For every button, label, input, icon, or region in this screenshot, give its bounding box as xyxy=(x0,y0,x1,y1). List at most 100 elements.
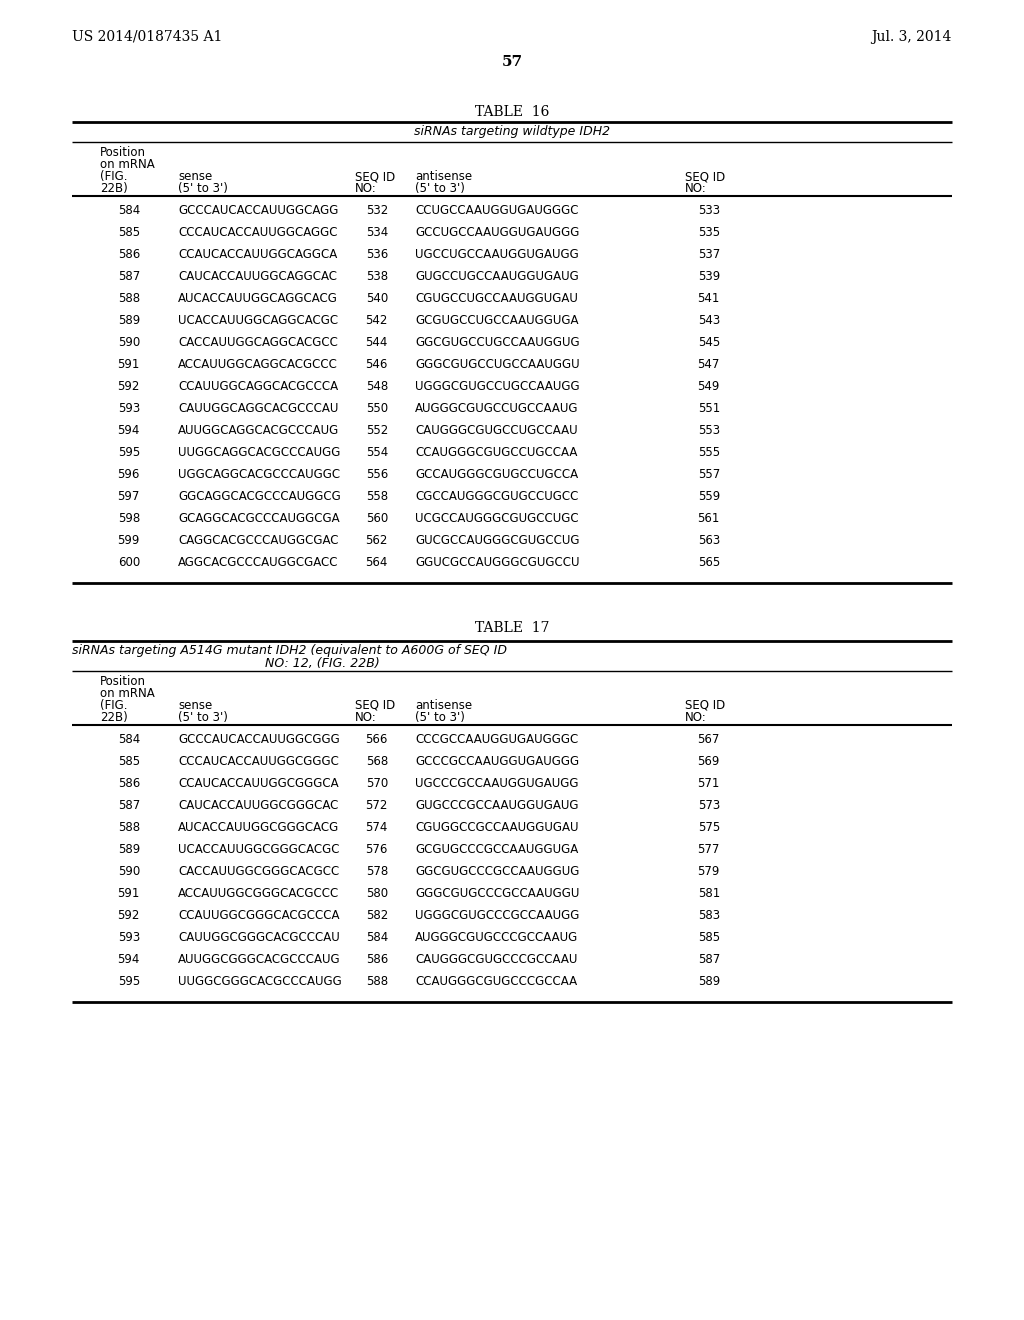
Text: AUGGGCGUGCCUGCCAAUG: AUGGGCGUGCCUGCCAAUG xyxy=(415,403,579,414)
Text: GUGCCUGCCAAUGGUGAUG: GUGCCUGCCAAUGGUGAUG xyxy=(415,271,579,282)
Text: CCCAUCACCAUUGGCAGGC: CCCAUCACCAUUGGCAGGC xyxy=(178,226,338,239)
Text: CCCAUCACCAUUGGCGGGC: CCCAUCACCAUUGGCGGGC xyxy=(178,755,339,768)
Text: CAGGCACGCCCAUGGCGAC: CAGGCACGCCCAUGGCGAC xyxy=(178,535,339,546)
Text: 570: 570 xyxy=(366,777,388,789)
Text: CGUGGCCGCCAAUGGUGAU: CGUGGCCGCCAAUGGUGAU xyxy=(415,821,579,834)
Text: 584: 584 xyxy=(366,931,388,944)
Text: siRNAs targeting wildtype IDH2: siRNAs targeting wildtype IDH2 xyxy=(414,125,610,139)
Text: 534: 534 xyxy=(366,226,388,239)
Text: 581: 581 xyxy=(697,887,720,900)
Text: US 2014/0187435 A1: US 2014/0187435 A1 xyxy=(72,30,222,44)
Text: 593: 593 xyxy=(118,931,140,944)
Text: sense: sense xyxy=(178,700,212,711)
Text: CGCCAUGGGCGUGCCUGCC: CGCCAUGGGCGUGCCUGCC xyxy=(415,490,579,503)
Text: UGCCUGCCAAUGGUGAUGG: UGCCUGCCAAUGGUGAUGG xyxy=(415,248,579,261)
Text: CAUGGGCGUGCCUGCCAAU: CAUGGGCGUGCCUGCCAAU xyxy=(415,424,578,437)
Text: GCCUGCCAAUGGUGAUGGG: GCCUGCCAAUGGUGAUGGG xyxy=(415,226,580,239)
Text: 588: 588 xyxy=(366,975,388,987)
Text: AUUGGCAGGCACGCCCAUG: AUUGGCAGGCACGCCCAUG xyxy=(178,424,339,437)
Text: antisense: antisense xyxy=(415,170,472,183)
Text: 589: 589 xyxy=(697,975,720,987)
Text: NO:: NO: xyxy=(355,711,377,723)
Text: 594: 594 xyxy=(118,424,140,437)
Text: 576: 576 xyxy=(366,843,388,855)
Text: CCCGCCAAUGGUGAUGGGC: CCCGCCAAUGGUGAUGGGC xyxy=(415,733,579,746)
Text: 577: 577 xyxy=(697,843,720,855)
Text: UCGCCAUGGGCGUGCCUGC: UCGCCAUGGGCGUGCCUGC xyxy=(415,512,579,525)
Text: 583: 583 xyxy=(698,909,720,921)
Text: 569: 569 xyxy=(697,755,720,768)
Text: (5' to 3'): (5' to 3') xyxy=(178,711,228,723)
Text: 562: 562 xyxy=(366,535,388,546)
Text: GCCCAUCACCAUUGGCGGG: GCCCAUCACCAUUGGCGGG xyxy=(178,733,340,746)
Text: UGGGCGUGCCCGCCAAUGG: UGGGCGUGCCCGCCAAUGG xyxy=(415,909,580,921)
Text: SEQ ID: SEQ ID xyxy=(685,700,725,711)
Text: CCAUGGGCGUGCCUGCCAA: CCAUGGGCGUGCCUGCCAA xyxy=(415,446,578,459)
Text: 585: 585 xyxy=(698,931,720,944)
Text: ACCAUUGGCGGGCACGCCC: ACCAUUGGCGGGCACGCCC xyxy=(178,887,339,900)
Text: CCAUUGGCGGGCACGCCCA: CCAUUGGCGGGCACGCCCA xyxy=(178,909,340,921)
Text: AUCACCAUUGGCAGGCACG: AUCACCAUUGGCAGGCACG xyxy=(178,292,338,305)
Text: 557: 557 xyxy=(697,469,720,480)
Text: 573: 573 xyxy=(697,799,720,812)
Text: 599: 599 xyxy=(118,535,140,546)
Text: 588: 588 xyxy=(118,821,140,834)
Text: 540: 540 xyxy=(366,292,388,305)
Text: Position: Position xyxy=(100,147,146,158)
Text: GCAGGCACGCCCAUGGCGA: GCAGGCACGCCCAUGGCGA xyxy=(178,512,340,525)
Text: on mRNA: on mRNA xyxy=(100,686,155,700)
Text: UCACCAUUGGCGGGCACGC: UCACCAUUGGCGGGCACGC xyxy=(178,843,340,855)
Text: 595: 595 xyxy=(118,446,140,459)
Text: 537: 537 xyxy=(697,248,720,261)
Text: GGGCGUGCCCGCCAAUGGU: GGGCGUGCCCGCCAAUGGU xyxy=(415,887,580,900)
Text: 554: 554 xyxy=(366,446,388,459)
Text: CCUGCCAAUGGUGAUGGGC: CCUGCCAAUGGUGAUGGGC xyxy=(415,205,579,216)
Text: 567: 567 xyxy=(697,733,720,746)
Text: 591: 591 xyxy=(118,358,140,371)
Text: UGGCAGGCACGCCCAUGGC: UGGCAGGCACGCCCAUGGC xyxy=(178,469,340,480)
Text: 568: 568 xyxy=(366,755,388,768)
Text: 558: 558 xyxy=(366,490,388,503)
Text: 572: 572 xyxy=(366,799,388,812)
Text: 586: 586 xyxy=(118,248,140,261)
Text: 586: 586 xyxy=(118,777,140,789)
Text: 546: 546 xyxy=(366,358,388,371)
Text: UUGGCAGGCACGCCCAUGG: UUGGCAGGCACGCCCAUGG xyxy=(178,446,340,459)
Text: 553: 553 xyxy=(698,424,720,437)
Text: 587: 587 xyxy=(118,271,140,282)
Text: GUGCCCGCCAAUGGUGAUG: GUGCCCGCCAAUGGUGAUG xyxy=(415,799,579,812)
Text: NO:: NO: xyxy=(685,182,707,195)
Text: CAUGGGCGUGCCCGCCAAU: CAUGGGCGUGCCCGCCAAU xyxy=(415,953,578,966)
Text: 587: 587 xyxy=(697,953,720,966)
Text: AUUGGCGGGCACGCCCAUG: AUUGGCGGGCACGCCCAUG xyxy=(178,953,341,966)
Text: 571: 571 xyxy=(697,777,720,789)
Text: 590: 590 xyxy=(118,865,140,878)
Text: 582: 582 xyxy=(366,909,388,921)
Text: 586: 586 xyxy=(366,953,388,966)
Text: GCGUGCCCGCCAAUGGUGA: GCGUGCCCGCCAAUGGUGA xyxy=(415,843,579,855)
Text: 556: 556 xyxy=(366,469,388,480)
Text: 596: 596 xyxy=(118,469,140,480)
Text: (FIG.: (FIG. xyxy=(100,170,128,183)
Text: CAUCACCAUUGGCAGGCAC: CAUCACCAUUGGCAGGCAC xyxy=(178,271,337,282)
Text: 592: 592 xyxy=(118,909,140,921)
Text: CCAUUGGCAGGCACGCCCA: CCAUUGGCAGGCACGCCCA xyxy=(178,380,338,393)
Text: GGCGUGCCUGCCAAUGGUG: GGCGUGCCUGCCAAUGGUG xyxy=(415,337,580,348)
Text: 564: 564 xyxy=(366,556,388,569)
Text: 575: 575 xyxy=(697,821,720,834)
Text: 590: 590 xyxy=(118,337,140,348)
Text: 595: 595 xyxy=(118,975,140,987)
Text: TABLE  16: TABLE 16 xyxy=(475,106,549,119)
Text: 600: 600 xyxy=(118,556,140,569)
Text: antisense: antisense xyxy=(415,700,472,711)
Text: CACCAUUGGCAGGCACGCC: CACCAUUGGCAGGCACGCC xyxy=(178,337,338,348)
Text: 561: 561 xyxy=(697,512,720,525)
Text: AUCACCAUUGGCGGGCACG: AUCACCAUUGGCGGGCACG xyxy=(178,821,339,834)
Text: CAUUGGCGGGCACGCCCAU: CAUUGGCGGGCACGCCCAU xyxy=(178,931,340,944)
Text: 579: 579 xyxy=(697,865,720,878)
Text: Position: Position xyxy=(100,675,146,688)
Text: 535: 535 xyxy=(698,226,720,239)
Text: 555: 555 xyxy=(698,446,720,459)
Text: GGUCGCCAUGGGCGUGCCU: GGUCGCCAUGGGCGUGCCU xyxy=(415,556,580,569)
Text: 538: 538 xyxy=(366,271,388,282)
